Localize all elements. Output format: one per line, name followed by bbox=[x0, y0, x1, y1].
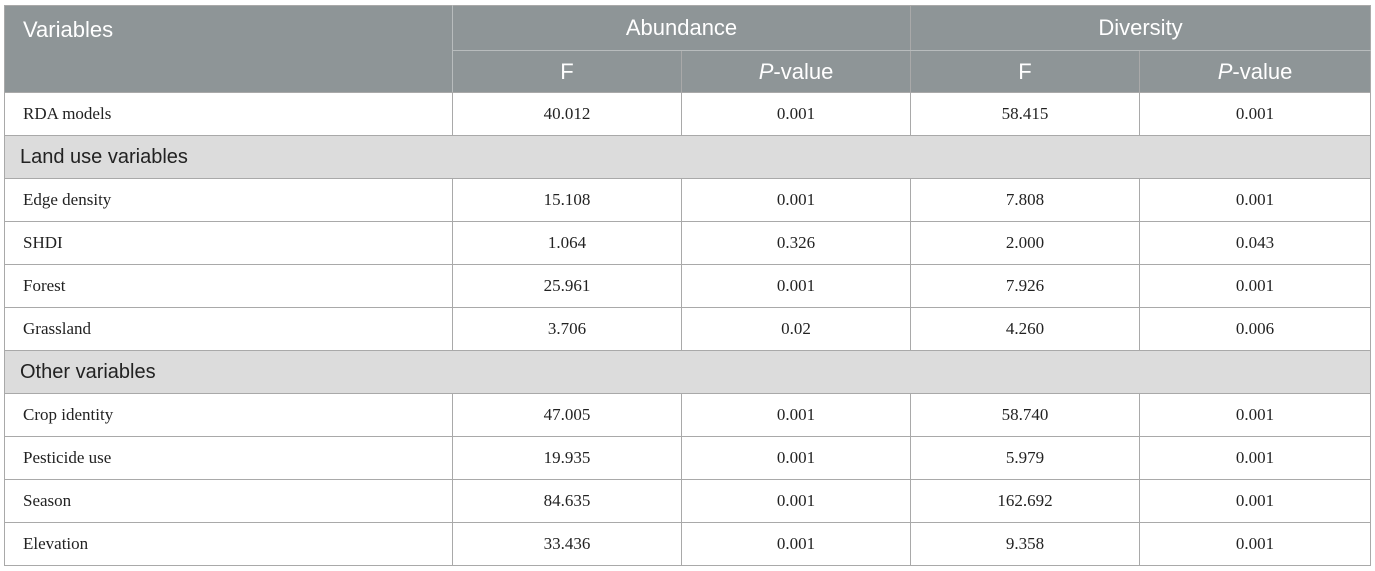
variable-name-cell: Grassland bbox=[4, 307, 453, 351]
abundance-p-cell: 0.001 bbox=[680, 264, 912, 308]
table-row: SHDI 1.064 0.326 2.000 0.043 bbox=[4, 221, 1372, 265]
diversity-p-cell: 0.001 bbox=[1139, 92, 1372, 136]
abundance-p-header: P-value bbox=[680, 50, 912, 93]
abundance-f-header: F bbox=[452, 50, 682, 93]
variable-name-cell: Forest bbox=[4, 264, 453, 308]
variable-name-cell: Crop identity bbox=[4, 393, 453, 437]
abundance-p-cell: 0.001 bbox=[680, 479, 912, 523]
abundance-p-cell: 0.001 bbox=[680, 92, 912, 136]
p-italic: P bbox=[1217, 58, 1233, 84]
section-row: Other variables bbox=[3, 350, 1372, 394]
diversity-p-cell: 0.001 bbox=[1139, 178, 1372, 222]
variable-name-cell: RDA models bbox=[4, 92, 453, 136]
section-label: Other variables bbox=[3, 350, 1372, 394]
table-row: Elevation 33.436 0.001 9.358 0.001 bbox=[4, 522, 1372, 566]
diversity-p-header: P-value bbox=[1139, 50, 1372, 93]
abundance-f-cell: 33.436 bbox=[452, 522, 682, 566]
abundance-f-cell: 84.635 bbox=[452, 479, 682, 523]
table-row: Edge density 15.108 0.001 7.808 0.001 bbox=[4, 178, 1372, 222]
section-row: Land use variables bbox=[3, 135, 1372, 179]
abundance-p-cell: 0.001 bbox=[680, 393, 912, 437]
variables-header: Variables bbox=[4, 5, 453, 93]
diversity-header: Diversity bbox=[910, 5, 1372, 51]
diversity-f-cell: 58.740 bbox=[910, 393, 1141, 437]
variable-name-cell: Elevation bbox=[4, 522, 453, 566]
abundance-p-cell: 0.001 bbox=[680, 436, 912, 480]
diversity-f-cell: 2.000 bbox=[910, 221, 1141, 265]
abundance-p-cell: 0.001 bbox=[680, 522, 912, 566]
table-row: Season 84.635 0.001 162.692 0.001 bbox=[4, 479, 1372, 523]
diversity-f-cell: 58.415 bbox=[910, 92, 1141, 136]
table-header: Variables Abundance Diversity F P-value … bbox=[4, 5, 1372, 93]
diversity-p-cell: 0.001 bbox=[1139, 264, 1372, 308]
abundance-f-cell: 47.005 bbox=[452, 393, 682, 437]
diversity-f-cell: 4.260 bbox=[910, 307, 1141, 351]
abundance-f-cell: 25.961 bbox=[452, 264, 682, 308]
abundance-f-cell: 40.012 bbox=[452, 92, 682, 136]
diversity-f-header: F bbox=[910, 50, 1141, 93]
variable-name-cell: SHDI bbox=[4, 221, 453, 265]
results-table: Variables Abundance Diversity F P-value … bbox=[3, 5, 1372, 566]
abundance-f-cell: 1.064 bbox=[452, 221, 682, 265]
variable-name-cell: Edge density bbox=[4, 178, 453, 222]
abundance-f-cell: 19.935 bbox=[452, 436, 682, 480]
p-italic: P bbox=[758, 58, 774, 84]
table-row: Forest 25.961 0.001 7.926 0.001 bbox=[4, 264, 1372, 308]
diversity-f-cell: 7.808 bbox=[910, 178, 1141, 222]
diversity-p-cell: 0.043 bbox=[1139, 221, 1372, 265]
diversity-p-cell: 0.001 bbox=[1139, 393, 1372, 437]
diversity-p-cell: 0.001 bbox=[1139, 522, 1372, 566]
p-suffix: -value bbox=[1232, 58, 1293, 84]
section-label: Land use variables bbox=[3, 135, 1372, 179]
diversity-f-cell: 162.692 bbox=[910, 479, 1141, 523]
table-body: RDA models 40.012 0.001 58.415 0.001 Land use… bbox=[3, 92, 1372, 566]
diversity-p-cell: 0.001 bbox=[1139, 479, 1372, 523]
diversity-p-cell: 0.006 bbox=[1139, 307, 1372, 351]
p-suffix: -value bbox=[773, 58, 834, 84]
diversity-f-cell: 9.358 bbox=[910, 522, 1141, 566]
table-row: RDA models 40.012 0.001 58.415 0.001 bbox=[4, 92, 1372, 136]
variable-name-cell: Season bbox=[4, 479, 453, 523]
table-row: Crop identity 47.005 0.001 58.740 0.001 bbox=[4, 393, 1372, 437]
abundance-header: Abundance bbox=[451, 5, 912, 51]
abundance-p-cell: 0.326 bbox=[680, 221, 912, 265]
diversity-f-cell: 5.979 bbox=[910, 436, 1141, 480]
abundance-p-cell: 0.02 bbox=[680, 307, 912, 351]
diversity-p-cell: 0.001 bbox=[1139, 436, 1372, 480]
table-row: Grassland 3.706 0.02 4.260 0.006 bbox=[4, 307, 1372, 351]
abundance-f-cell: 15.108 bbox=[452, 178, 682, 222]
abundance-f-cell: 3.706 bbox=[452, 307, 682, 351]
table-row: Pesticide use 19.935 0.001 5.979 0.001 bbox=[4, 436, 1372, 480]
diversity-f-cell: 7.926 bbox=[910, 264, 1141, 308]
abundance-p-cell: 0.001 bbox=[680, 178, 912, 222]
variable-name-cell: Pesticide use bbox=[4, 436, 453, 480]
